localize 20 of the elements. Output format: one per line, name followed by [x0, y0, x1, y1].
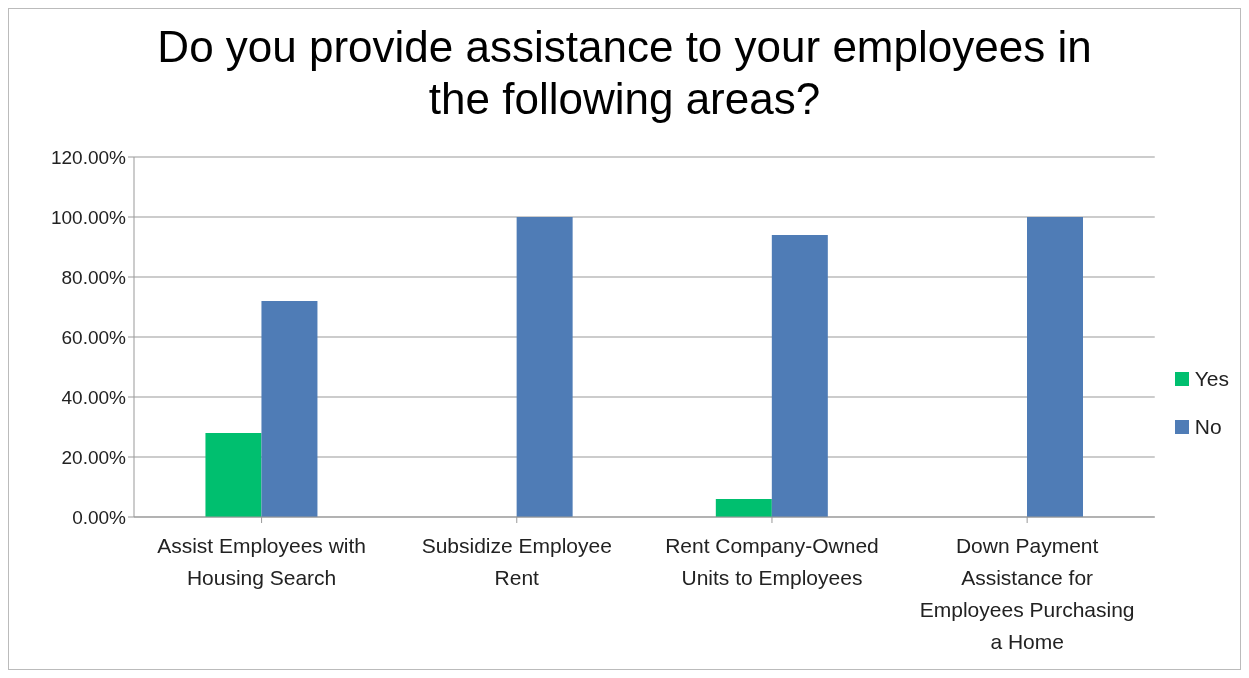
legend-label: No	[1194, 414, 1222, 440]
bar	[771, 235, 828, 517]
y-tick-label: 100.00%	[50, 206, 127, 228]
y-tick-label: 0.00%	[72, 506, 127, 528]
chart-title: Do you provide assistance to your employees in the following areas?	[156, 21, 1093, 125]
x-tick-label: Down Payment Assistance for Employees Purchasing a Home	[919, 534, 1135, 653]
x-tick-label: Subsidize Employee Rent	[421, 534, 612, 589]
legend-label: Yes	[1194, 366, 1229, 392]
x-tick-label: Assist Employees with Housing Search	[157, 534, 367, 589]
y-tick-label: 40.00%	[61, 386, 127, 408]
bar	[205, 433, 262, 517]
y-tick-label: 80.00%	[61, 266, 127, 288]
x-tick-label: Rent Company-Owned Units to Employees	[665, 534, 879, 589]
y-tick-label: 60.00%	[61, 326, 127, 348]
bar	[1027, 217, 1083, 517]
y-tick-label: 120.00%	[50, 146, 127, 168]
bar	[516, 217, 573, 517]
y-tick-label: 20.00%	[61, 446, 127, 468]
bar	[261, 301, 318, 517]
bar	[715, 499, 772, 517]
